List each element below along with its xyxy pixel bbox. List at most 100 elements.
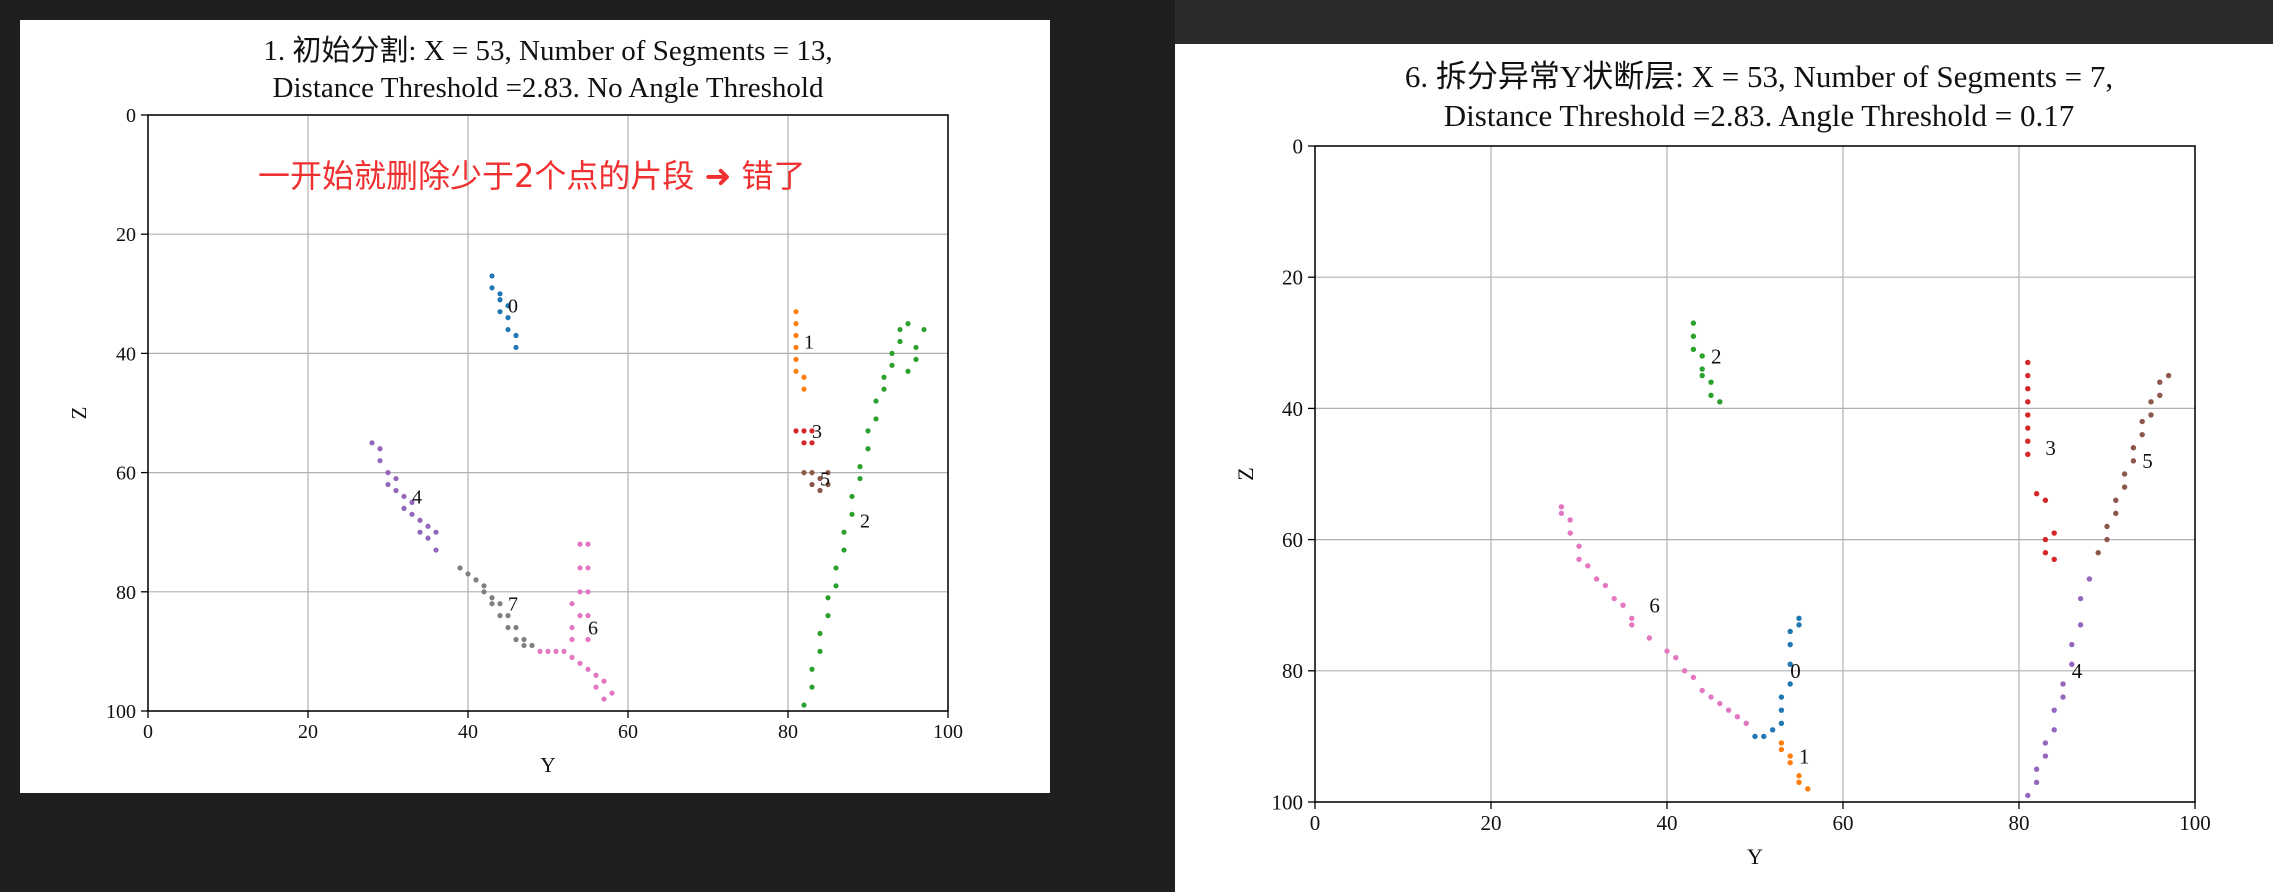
data-point — [801, 386, 807, 392]
y-tick-label: 20 — [116, 224, 136, 246]
data-point — [2025, 451, 2031, 458]
data-point — [521, 642, 527, 649]
data-point — [889, 350, 895, 356]
data-point — [1620, 602, 1626, 608]
data-point — [1787, 753, 1793, 759]
chart-title-line2: Distance Threshold =2.83. Angle Threshol… — [1444, 98, 2075, 133]
data-point — [1778, 720, 1785, 726]
series-1 — [793, 309, 807, 392]
segment-label: 4 — [412, 486, 422, 508]
data-point — [577, 565, 583, 571]
chart-title-line1: 1. 初始分割: X = 53, Number of Segments = 13… — [263, 34, 832, 67]
data-point — [913, 344, 919, 351]
segment-label: 3 — [2045, 436, 2055, 460]
plot-frame — [1314, 145, 2196, 803]
data-point — [1646, 635, 1653, 641]
data-point — [2060, 681, 2066, 687]
data-point — [793, 356, 799, 362]
y-tick-label: 20 — [1282, 266, 1303, 290]
data-point — [1558, 504, 1565, 510]
data-point — [489, 595, 495, 601]
data-point — [2051, 727, 2057, 733]
y-axis-label: Z — [1233, 467, 1258, 480]
data-point — [521, 636, 527, 643]
y-tick-label: 0 — [126, 105, 136, 127]
data-point — [793, 368, 799, 374]
red-note: 一开始就删除少于2个点的片段 ➜ 错了 — [258, 157, 806, 195]
series-3 — [793, 428, 815, 446]
data-point — [1699, 366, 1705, 372]
y-tick-label: 100 — [1272, 790, 1304, 814]
data-point — [849, 493, 855, 500]
data-point — [1699, 687, 1705, 694]
data-point — [497, 601, 503, 607]
data-point — [2139, 418, 2145, 425]
data-point — [2104, 523, 2110, 530]
data-point — [2130, 445, 2137, 451]
data-point — [1690, 346, 1697, 353]
data-point — [561, 648, 567, 655]
data-point — [1585, 563, 1591, 569]
data-point — [2069, 641, 2075, 648]
series-2 — [1690, 320, 1723, 405]
series-1 — [1778, 740, 1811, 792]
data-point — [377, 446, 383, 452]
y-tick-label: 40 — [116, 343, 136, 365]
x-tick-label: 80 — [2009, 811, 2030, 835]
data-point — [793, 344, 799, 351]
data-point — [577, 660, 583, 666]
data-point — [873, 416, 879, 422]
series-2 — [801, 321, 927, 708]
series-6 — [1558, 504, 1749, 726]
data-point — [1769, 727, 1776, 733]
data-point — [2042, 497, 2049, 503]
data-point — [809, 684, 815, 690]
data-point — [497, 309, 503, 315]
data-point — [1673, 654, 1679, 661]
data-point — [505, 326, 511, 333]
data-point — [1778, 707, 1785, 713]
data-point — [809, 440, 815, 446]
segment-label: 5 — [820, 469, 830, 491]
segment-label: 1 — [1799, 744, 1810, 768]
series-3 — [2025, 359, 2057, 562]
data-point — [2042, 753, 2049, 759]
segment-label: 4 — [2072, 659, 2083, 683]
data-point — [497, 297, 503, 303]
data-point — [1602, 582, 1609, 589]
segment-label: 0 — [1790, 659, 1801, 683]
data-point — [825, 613, 831, 619]
data-point — [585, 636, 591, 643]
data-point — [801, 374, 807, 380]
data-point — [2113, 510, 2119, 517]
x-tick-label: 0 — [143, 721, 153, 743]
data-point — [1725, 707, 1732, 713]
data-point — [577, 541, 583, 547]
data-point — [2086, 576, 2093, 582]
data-point — [801, 440, 807, 446]
data-point — [1611, 595, 1617, 602]
data-point — [849, 511, 855, 517]
left-figure: 1. 初始分割: X = 53, Number of Segments = 13… — [20, 20, 1050, 793]
x-tick-label: 100 — [2179, 811, 2211, 835]
data-point — [2025, 386, 2031, 392]
data-point — [513, 624, 519, 631]
data-point — [1708, 392, 1714, 398]
data-point — [793, 321, 799, 327]
y-tick-label: 60 — [1282, 528, 1303, 552]
data-point — [417, 529, 423, 535]
x-axis-label: Y — [1747, 844, 1763, 869]
data-point — [2165, 372, 2172, 379]
data-point — [505, 624, 511, 631]
data-point — [841, 547, 847, 553]
data-point — [609, 690, 615, 696]
data-point — [457, 565, 463, 571]
data-point — [1734, 714, 1741, 720]
data-point — [569, 654, 575, 660]
data-point — [529, 642, 535, 649]
data-point — [1699, 353, 1705, 359]
data-point — [817, 648, 823, 655]
series-4 — [369, 440, 439, 553]
data-point — [897, 326, 903, 333]
data-point — [513, 636, 519, 643]
